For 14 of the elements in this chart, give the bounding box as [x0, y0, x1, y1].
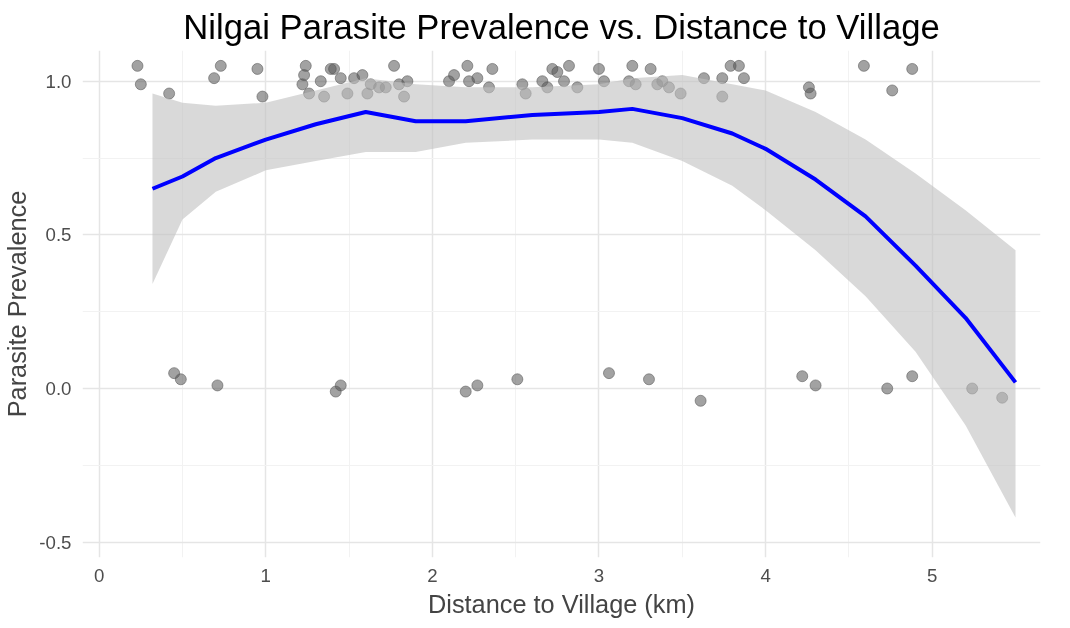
x-tick-label: 4	[760, 564, 771, 586]
y-tick-label: 0.0	[45, 378, 72, 399]
y-tick-label: -0.5	[39, 531, 72, 553]
y-axis-title: Parasite Prevalence	[3, 190, 32, 418]
y-tick-label: 0.5	[45, 224, 72, 246]
x-tick-label: 0	[93, 564, 105, 586]
x-tick-label: 2	[427, 564, 438, 586]
line-series	[150, 106, 1018, 385]
chart-title: Nilgai Parasite Prevalence vs. Distance to Village	[183, 7, 940, 46]
x-tick-label: 5	[927, 564, 938, 586]
x-axis-title: Distance to Village (km)	[428, 589, 695, 618]
x-tick-label: 1	[260, 564, 271, 586]
y-tick-label: 1.0	[45, 70, 72, 92]
x-tick-label: 3	[593, 564, 605, 586]
